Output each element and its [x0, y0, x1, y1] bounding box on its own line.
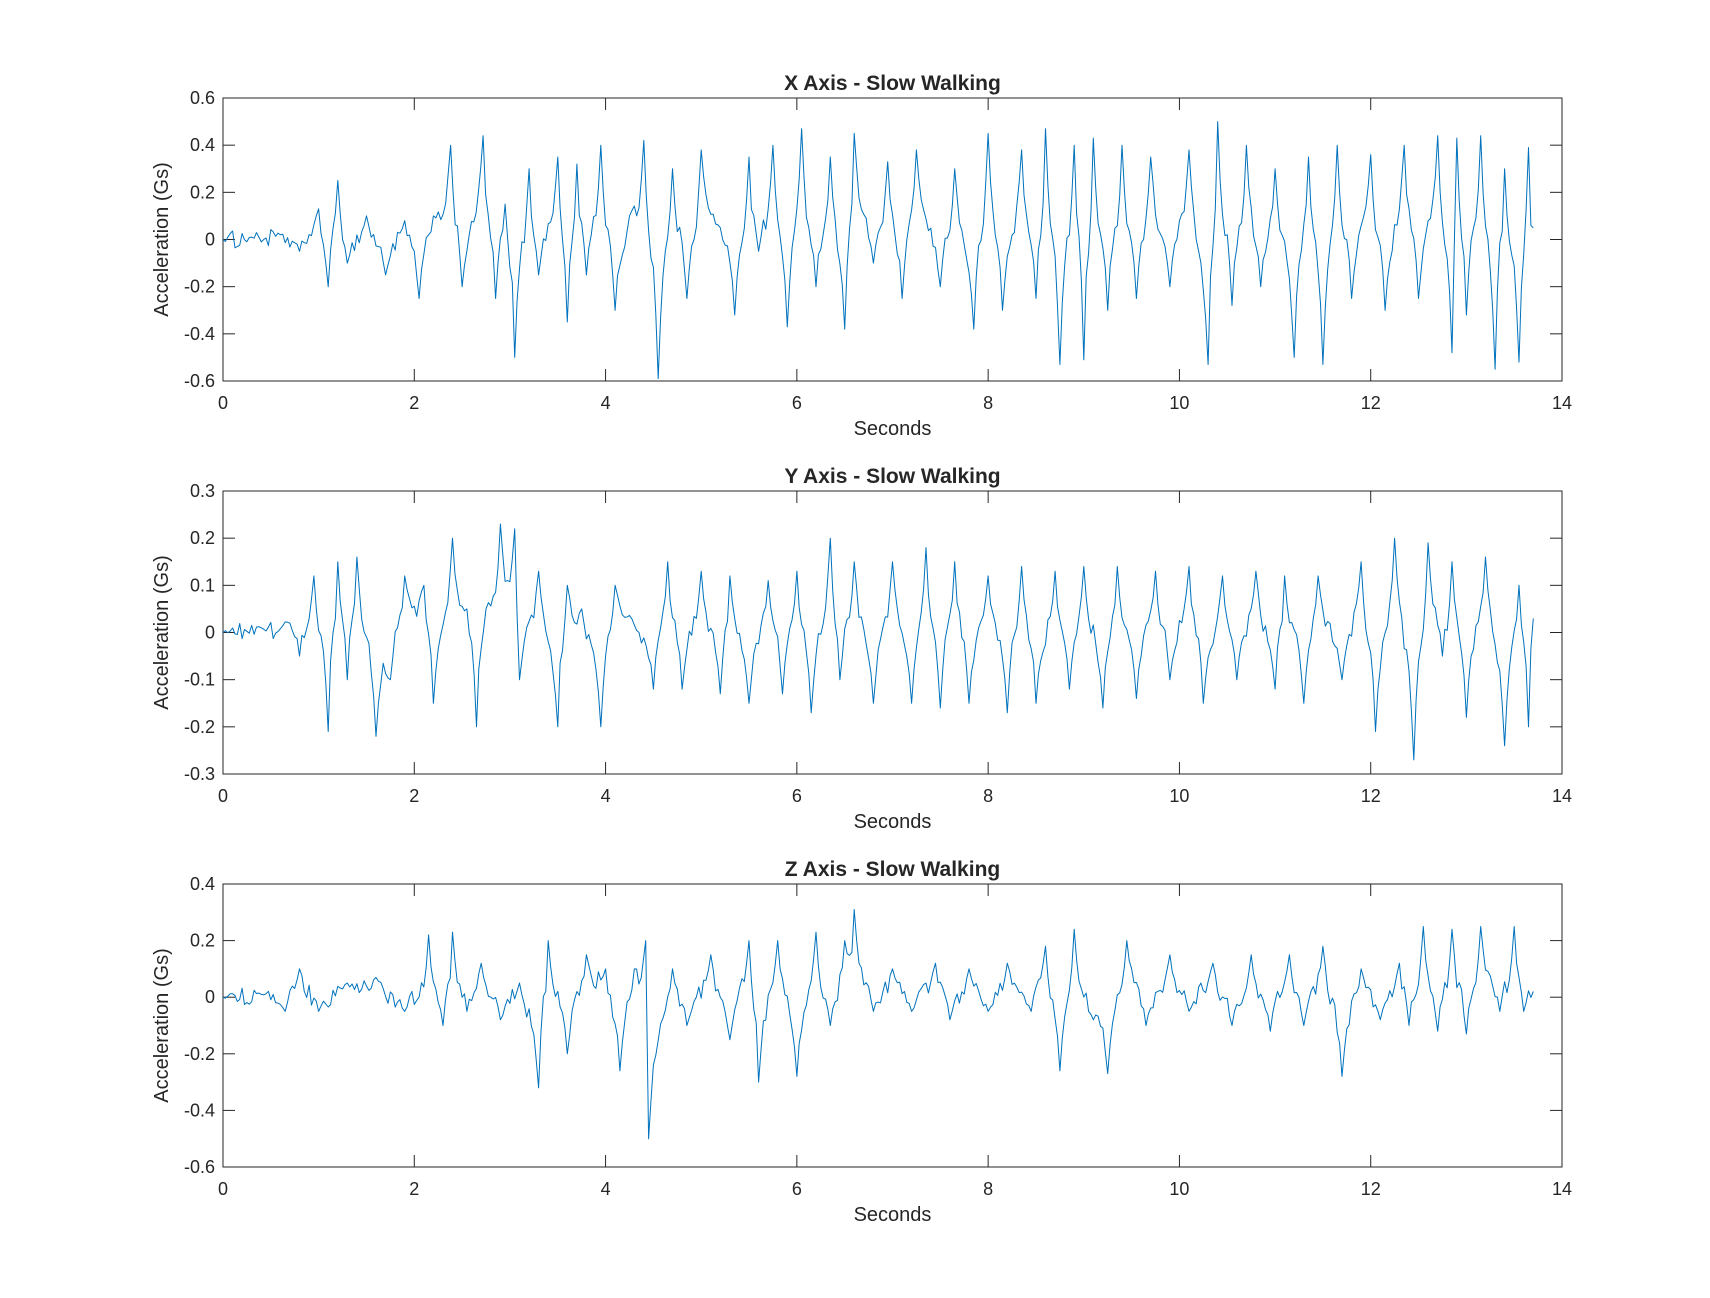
- x-tick-label: 8: [983, 1179, 993, 1199]
- x-axis-label: Seconds: [854, 811, 932, 833]
- x-tick-label: 12: [1361, 786, 1381, 806]
- x-tick-label: 10: [1169, 1179, 1189, 1199]
- y-tick-label: -0.1: [184, 670, 215, 690]
- y-tick-label: 0.2: [190, 528, 215, 548]
- y-tick-label: 0.2: [190, 931, 215, 951]
- subplot-1: 0 2 4 6 8 10 12 14 -0.6 -0.4 -0.2 0 0.2 0.4 0.6 X Axis …: [151, 72, 1572, 440]
- y-tick-label: -0.2: [184, 1044, 215, 1064]
- y-tick-label: 0: [205, 230, 215, 250]
- x-tick-label: 14: [1552, 1179, 1572, 1199]
- x-tick-label: 12: [1361, 393, 1381, 413]
- y-tick-label: -0.3: [184, 764, 215, 784]
- x-tick-label: 8: [983, 786, 993, 806]
- y-tick-label: -0.2: [184, 717, 215, 737]
- x-tick-label: 4: [601, 1179, 611, 1199]
- subplot-3: 0 2 4 6 8 10 12 14 -0.6 -0.4 -0.2 0 0.2 0.4 Z Axis - S…: [151, 858, 1572, 1226]
- x-tick-label: 0: [218, 786, 228, 806]
- y-tick-label: 0: [205, 987, 215, 1007]
- x-tick-label: 4: [601, 786, 611, 806]
- y-tick-label: -0.2: [184, 277, 215, 297]
- y-tick-label: 0.6: [190, 88, 215, 108]
- y-axis-label: Acceleration (Gs): [151, 162, 173, 317]
- x-tick-label: 0: [218, 1179, 228, 1199]
- x-tick-label: 0: [218, 393, 228, 413]
- y-axis-label: Acceleration (Gs): [151, 555, 173, 710]
- y-tick-label: -0.6: [184, 1157, 215, 1177]
- y-tick-label: 0.4: [190, 874, 215, 894]
- y-axis-label: Acceleration (Gs): [151, 948, 173, 1103]
- series-line: [222, 523, 1534, 761]
- chart-title: Z Axis - Slow Walking: [785, 858, 1000, 881]
- series-line: [222, 909, 1534, 1140]
- y-tick-label: 0.2: [190, 182, 215, 202]
- y-tick-label: 0.4: [190, 135, 215, 155]
- series-line: [222, 121, 1534, 380]
- x-tick-label: 6: [792, 393, 802, 413]
- x-tick-label: 10: [1169, 393, 1189, 413]
- y-tick-label: -0.4: [184, 324, 215, 344]
- x-tick-label: 14: [1552, 393, 1572, 413]
- plot-frame: [222, 97, 1563, 382]
- subplot-2: 0 2 4 6 8 10 12 14 -0.3 -0.2 -0.1 0 0.1 0.2 0.3 Y Axis …: [151, 465, 1572, 833]
- x-tick-label: 2: [409, 786, 419, 806]
- x-tick-label: 12: [1361, 1179, 1381, 1199]
- y-tick-label: 0: [205, 623, 215, 643]
- x-tick-label: 4: [601, 393, 611, 413]
- x-tick-label: 2: [409, 1179, 419, 1199]
- x-tick-label: 6: [792, 786, 802, 806]
- x-tick-label: 2: [409, 393, 419, 413]
- x-axis-label: Seconds: [854, 1204, 932, 1226]
- x-axis-label: Seconds: [854, 418, 932, 440]
- x-tick-label: 6: [792, 1179, 802, 1199]
- x-tick-label: 8: [983, 393, 993, 413]
- x-tick-label: 10: [1169, 786, 1189, 806]
- y-tick-label: 0.1: [190, 575, 215, 595]
- chart-title: X Axis - Slow Walking: [784, 72, 1001, 95]
- x-tick-label: 14: [1552, 786, 1572, 806]
- y-tick-label: -0.4: [184, 1100, 215, 1120]
- chart-title: Y Axis - Slow Walking: [784, 465, 1000, 488]
- y-tick-label: -0.6: [184, 371, 215, 391]
- plot-frame: [222, 490, 1563, 775]
- plot-frame: [222, 883, 1563, 1168]
- y-tick-label: 0.3: [190, 481, 215, 501]
